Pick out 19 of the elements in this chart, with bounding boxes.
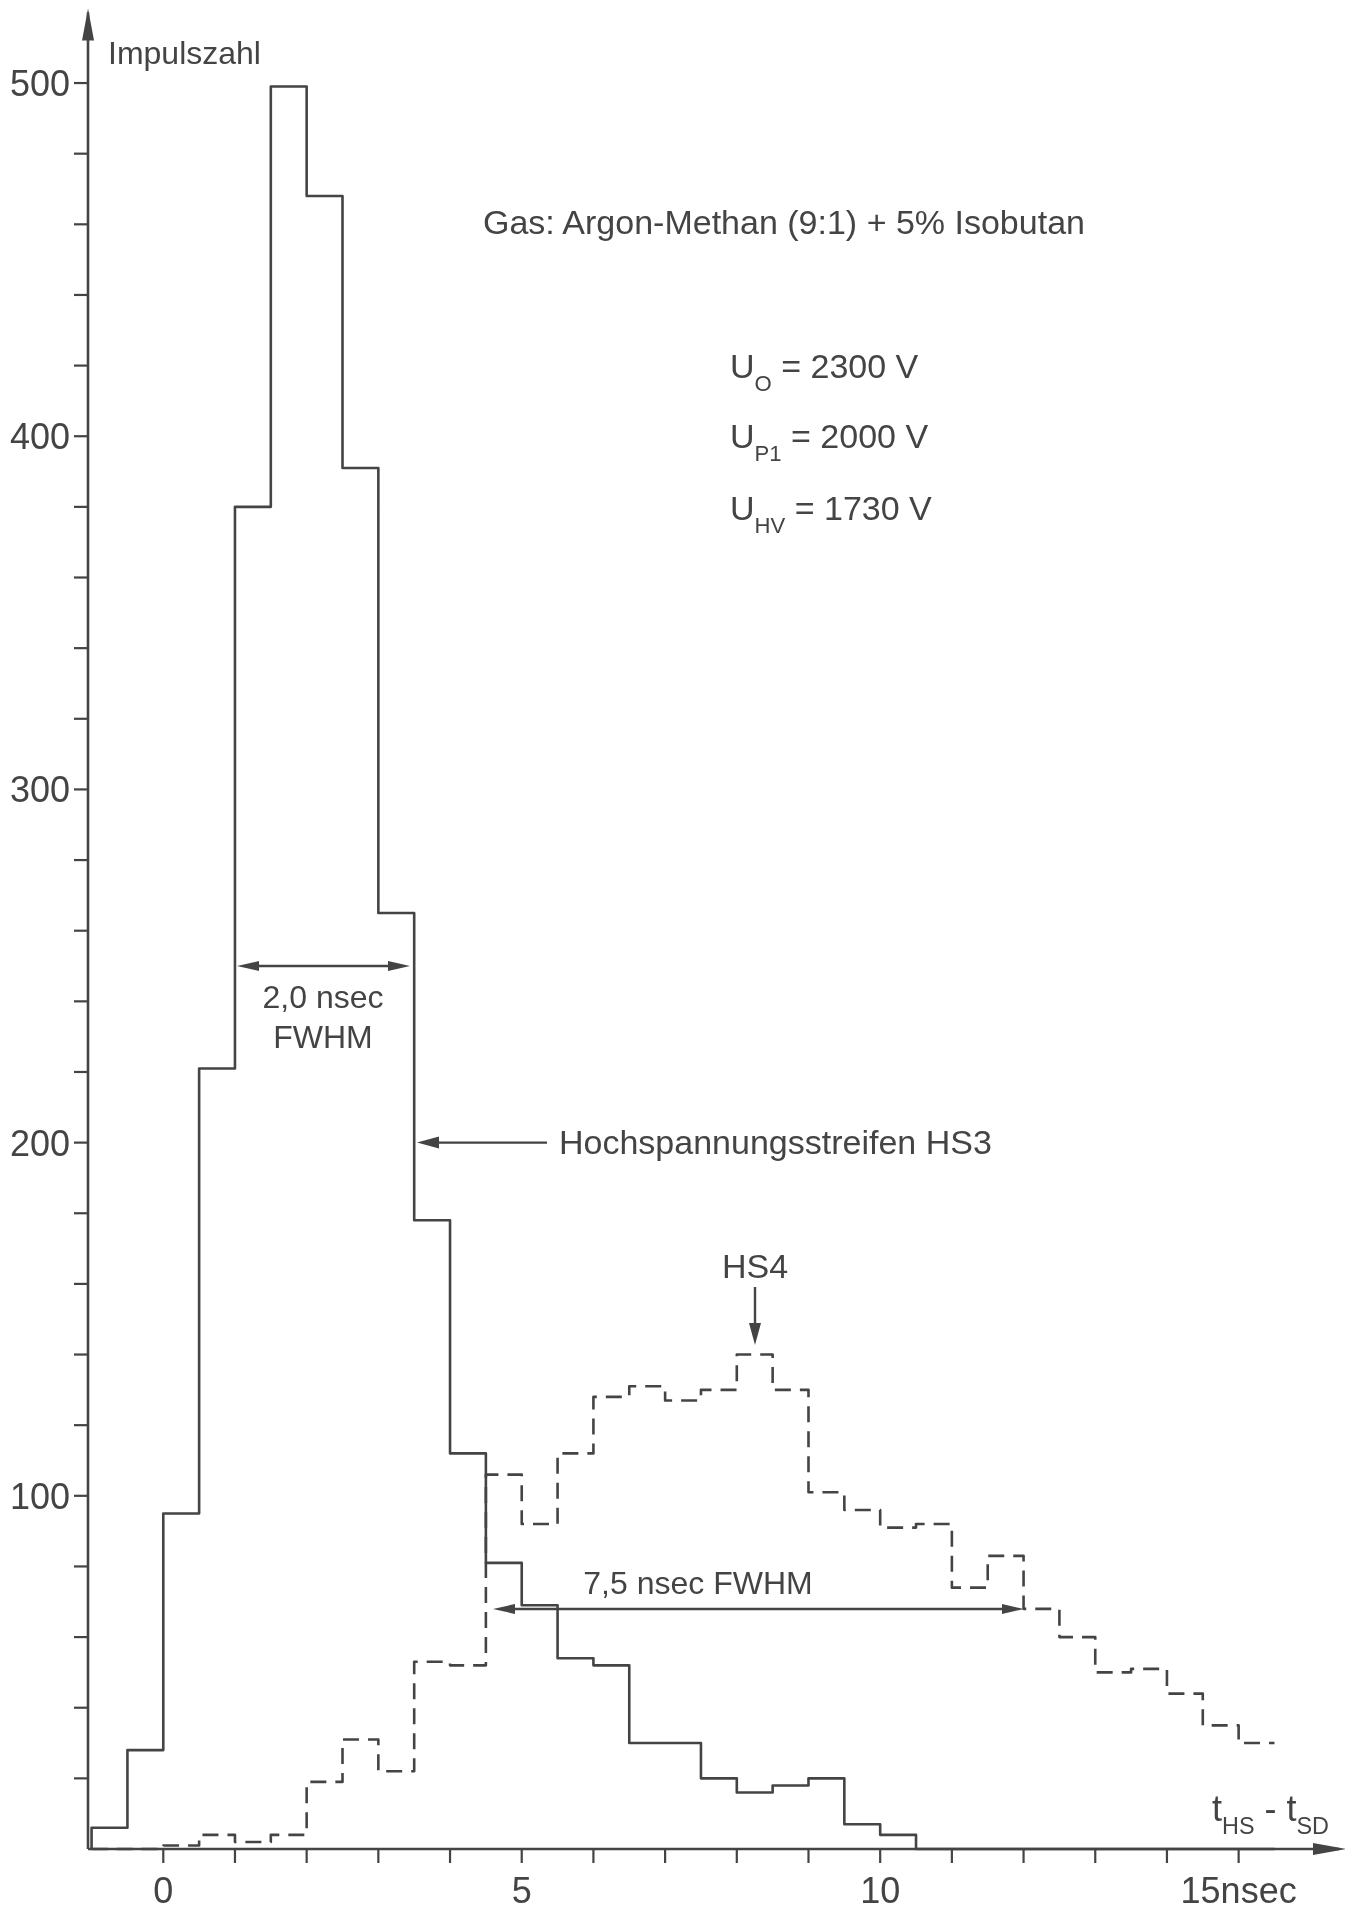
x-tick-label: 5: [511, 1870, 532, 1911]
x-axis-title: t$_{HS}$ - t$_{SD}$: [1211, 1788, 1329, 1839]
y-tick-label: 200: [9, 1122, 70, 1164]
annotation: 7,5 nsec FWHM: [583, 1565, 813, 1601]
annotation: HS4: [721, 1247, 789, 1285]
annotation: U$_{P1}$ = 2000 V: [730, 417, 929, 466]
annotation: 2,0 nsec FWHM: [262, 979, 384, 1055]
annotation: Gas: Argon-Methan (9:1) + 5% Isobutan: [483, 203, 1085, 241]
annotation: U$_{HV}$ = 1730 V: [730, 489, 933, 538]
annotation: Hochspannungsstreifen HS3: [559, 1123, 992, 1161]
y-tick-label: 100: [9, 1475, 70, 1517]
annotation: U$_{O}$ = 2300 V: [730, 347, 919, 396]
y-tick-label: 300: [9, 769, 70, 811]
y-tick-label: 400: [9, 416, 70, 458]
y-tick-label: 500: [9, 63, 70, 105]
x-tick-label: 10: [860, 1870, 901, 1911]
x-tick-label: 15nsec: [1180, 1870, 1297, 1911]
x-tick-label: 0: [153, 1870, 174, 1911]
y-axis-title: Impulszahl: [108, 35, 261, 72]
